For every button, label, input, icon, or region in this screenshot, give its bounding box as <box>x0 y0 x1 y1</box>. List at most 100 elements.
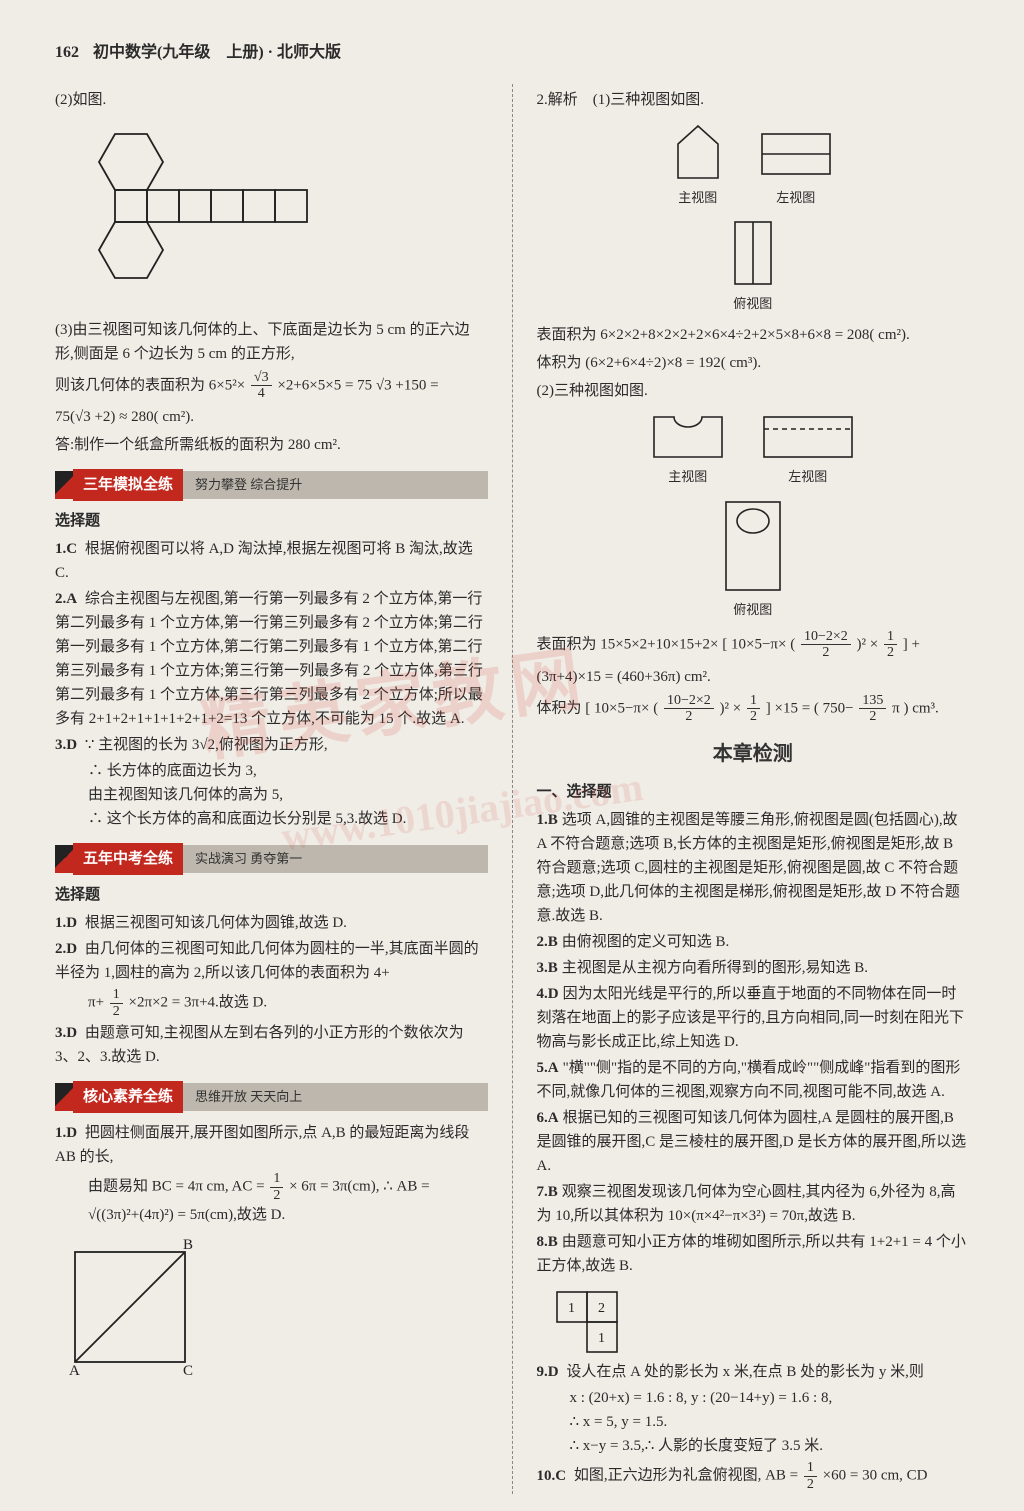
s2-q1: 1.D 根据三视图可知该几何体为圆锥,故选 D. <box>55 911 488 935</box>
r-q5: 5.A"横""侧"指的是不同的方向,"横看成岭""侧成峰"指看到的图形不同,就像… <box>537 1056 970 1104</box>
text: ×60 = 30 cm, CD <box>823 1468 928 1484</box>
bracket: ] <box>903 636 908 652</box>
r-q9: 9.D 设人在点 A 处的影长为 x 米,在点 B 处的影长为 y 米,则 <box>537 1360 970 1384</box>
text: 体积为 <box>537 700 582 716</box>
bar-sub-1: 努力攀登 综合提升 <box>183 471 487 499</box>
ans-text: 因为太阳光线是平行的,所以垂直于地面的不同物体在同一时刻落在地面上的影子应该是平… <box>537 986 965 1050</box>
ans-num: 1.C <box>55 541 77 557</box>
frac: 135 2 <box>859 693 886 725</box>
frac: 1 2 <box>747 693 760 725</box>
s3-q1-l3: √((3π)²+(4π)²) = 5π(cm),故选 D. <box>88 1203 488 1227</box>
ans-num: 1.D <box>55 1125 77 1141</box>
ans-num: 2.D <box>55 941 77 957</box>
views1-row1: 主视图 左视图 <box>537 120 970 209</box>
ans-text: 由题意可知,主视图从左到右各列的小正方形的个数依次为 3、2、3.故选 D. <box>55 1025 464 1065</box>
ans-num: 2.A <box>55 591 77 607</box>
paren: ( <box>814 700 819 716</box>
text: + <box>911 636 919 652</box>
s1-q1: 1.C 根据俯视图可以将 A,D 淘汰掉,根据左视图可将 B 淘汰,故选 C. <box>55 537 488 585</box>
ans-text: 由几何体的三视图可知此几何体为圆柱的一半,其底面半圆的半径为 1,圆柱的高为 2… <box>55 941 479 981</box>
bar-sub-3: 思维开放 天天向上 <box>183 1083 487 1111</box>
ans-text: 选项 A,圆锥的主视图是等腰三角形,俯视图是圆(包括圆心),故 A 不符合题意;… <box>537 812 960 924</box>
view-front-2: 主视图 <box>648 411 728 488</box>
paren: ( <box>653 700 658 716</box>
frac-top: 135 <box>859 693 886 709</box>
frac-bot: 2 <box>270 1188 283 1203</box>
frac-top: 1 <box>110 987 123 1003</box>
paren: ( <box>790 636 795 652</box>
s1-q3-l3: 由主视图知该几何体的高为 5, <box>88 783 488 807</box>
right-column: 2.解析 (1)三种视图如图. 主视图 左视图 <box>537 84 970 1495</box>
view-top-1: 俯视图 <box>725 216 781 315</box>
label-A: A <box>69 1363 80 1377</box>
page-header: 162 初中数学(九年级 上册) · 北师大版 <box>55 40 969 66</box>
r-sec1: 一、选择题 <box>537 780 970 804</box>
ans-num: 2.B <box>537 934 558 950</box>
net-figure <box>55 118 488 308</box>
l-p3a: (3)由三视图可知该几何体的上、下底面是边长为 5 cm 的正六边形,侧面是 6… <box>55 318 488 366</box>
text: 10×5−π× <box>731 636 786 652</box>
text: ×15 = <box>774 700 810 716</box>
ans-num: 3.D <box>55 737 77 753</box>
bar-decor <box>55 1083 73 1111</box>
r-surface2: (3π+4)×15 = (460+36π) cm². <box>537 665 970 689</box>
frac-bot: 2 <box>859 709 886 724</box>
text: × 6π = 3π(cm), ∴ AB = <box>289 1178 429 1194</box>
views1-row2: 俯视图 <box>537 216 970 315</box>
r-q9-l2: x : (20+x) = 1.6 : 8, y : (20−14+y) = 1.… <box>570 1386 970 1410</box>
frac-bot: 4 <box>251 386 272 401</box>
r-p1: 表面积为 6×2×2+8×2×2+2×6×4÷2+2×5×8+6×8 = 208… <box>537 323 970 347</box>
ans-text: ∵ 主视图的长为 3√2,俯视图为正方形, <box>85 737 328 753</box>
ans-num: 6.A <box>537 1110 559 1126</box>
frac-bot: 2 <box>747 709 760 724</box>
r-q3: 3.B主视图是从主视方向看所得到的图形,易知选 B. <box>537 956 970 980</box>
svg-text:1: 1 <box>598 1331 605 1346</box>
text: 10×5−π× <box>594 700 649 716</box>
view-label: 左视图 <box>756 188 836 209</box>
frac-top: 1 <box>884 629 897 645</box>
bar-title-1: 三年模拟全练 <box>73 469 183 501</box>
frac: 1 2 <box>884 629 897 661</box>
frac-bot: 2 <box>884 645 897 660</box>
view-label: 主视图 <box>670 188 726 209</box>
ans-text: 把圆柱侧面展开,展开图如图所示,点 A,B 的最短距离为线段 AB 的长, <box>55 1125 469 1165</box>
ans-text: 根据俯视图可以将 A,D 淘汰掉,根据左视图可将 B 淘汰,故选 C. <box>55 541 473 581</box>
ans-text: 综合主视图与左视图,第一行第一列最多有 2 个立方体,第一行第二列最多有 1 个… <box>55 591 483 727</box>
bracket: [ <box>585 700 590 716</box>
frac: 10−2×2 2 <box>801 629 851 661</box>
view-left-1: 左视图 <box>756 120 836 209</box>
section-bar-3: 核心素养全练 思维开放 天天向上 <box>55 1083 488 1111</box>
page-title: 初中数学(九年级 上册) · 北师大版 <box>93 44 341 61</box>
ans-text: "横""侧"指的是不同的方向,"横看成岭""侧成峰"指看到的图形不同,就像几何体… <box>537 1060 961 1100</box>
page-number: 162 <box>55 44 79 61</box>
frac-top: 10−2×2 <box>801 629 851 645</box>
s3-q1-l2: 由题易知 BC = 4π cm, AC = 1 2 × 6π = 3π(cm),… <box>88 1171 488 1203</box>
text: 750− <box>823 700 854 716</box>
r-q4: 4.D因为太阳光线是平行的,所以垂直于地面的不同物体在同一时刻落在地面上的影子应… <box>537 982 970 1054</box>
view-left-2: 左视图 <box>758 411 858 488</box>
view-label: 俯视图 <box>718 600 788 621</box>
text: cm³. <box>912 700 939 716</box>
l-p0: (2)如图. <box>55 88 488 112</box>
s2-q2: 2.D 由几何体的三视图可知此几何体为圆柱的一半,其底面半圆的半径为 1,圆柱的… <box>55 937 488 985</box>
svg-text:2: 2 <box>598 1301 605 1316</box>
view-label: 主视图 <box>648 467 728 488</box>
s1-sub: 选择题 <box>55 509 488 533</box>
s3-q1: 1.D 把圆柱侧面展开,展开图如图所示,点 A,B 的最短距离为线段 AB 的长… <box>55 1121 488 1169</box>
r-q6: 6.A根据已知的三视图可知该几何体为圆柱,A 是圆柱的展开图,B 是圆锥的展开图… <box>537 1106 970 1178</box>
l-p3d: 答:制作一个纸盒所需纸板的面积为 280 cm². <box>55 433 488 457</box>
frac: 1 2 <box>804 1460 817 1492</box>
ans-num: 3.D <box>55 1025 77 1041</box>
r-p3: (2)三种视图如图. <box>537 379 970 403</box>
frac-top: 10−2×2 <box>664 693 714 709</box>
triangle-figure: A B C <box>55 1237 488 1377</box>
ans-text: 根据三视图可知该几何体为圆锥,故选 D. <box>85 915 347 931</box>
r-q9-l4: ∴ x−y = 3.5,∴ 人影的长度变短了 3.5 米. <box>570 1434 970 1458</box>
l-p3b: 则该几何体的表面积为 6×5²× √3 4 ×2+6×5×5 = 75 √3 +… <box>55 370 488 402</box>
ans-num: 4.D <box>537 986 559 1002</box>
bar-decor <box>55 471 73 499</box>
frac-top: 1 <box>804 1460 817 1476</box>
s1-q3-l4: ∴ 这个长方体的高和底面边长分别是 5,3.故选 D. <box>88 807 488 831</box>
section-bar-1: 三年模拟全练 努力攀登 综合提升 <box>55 471 488 499</box>
paren: ) <box>903 700 908 716</box>
